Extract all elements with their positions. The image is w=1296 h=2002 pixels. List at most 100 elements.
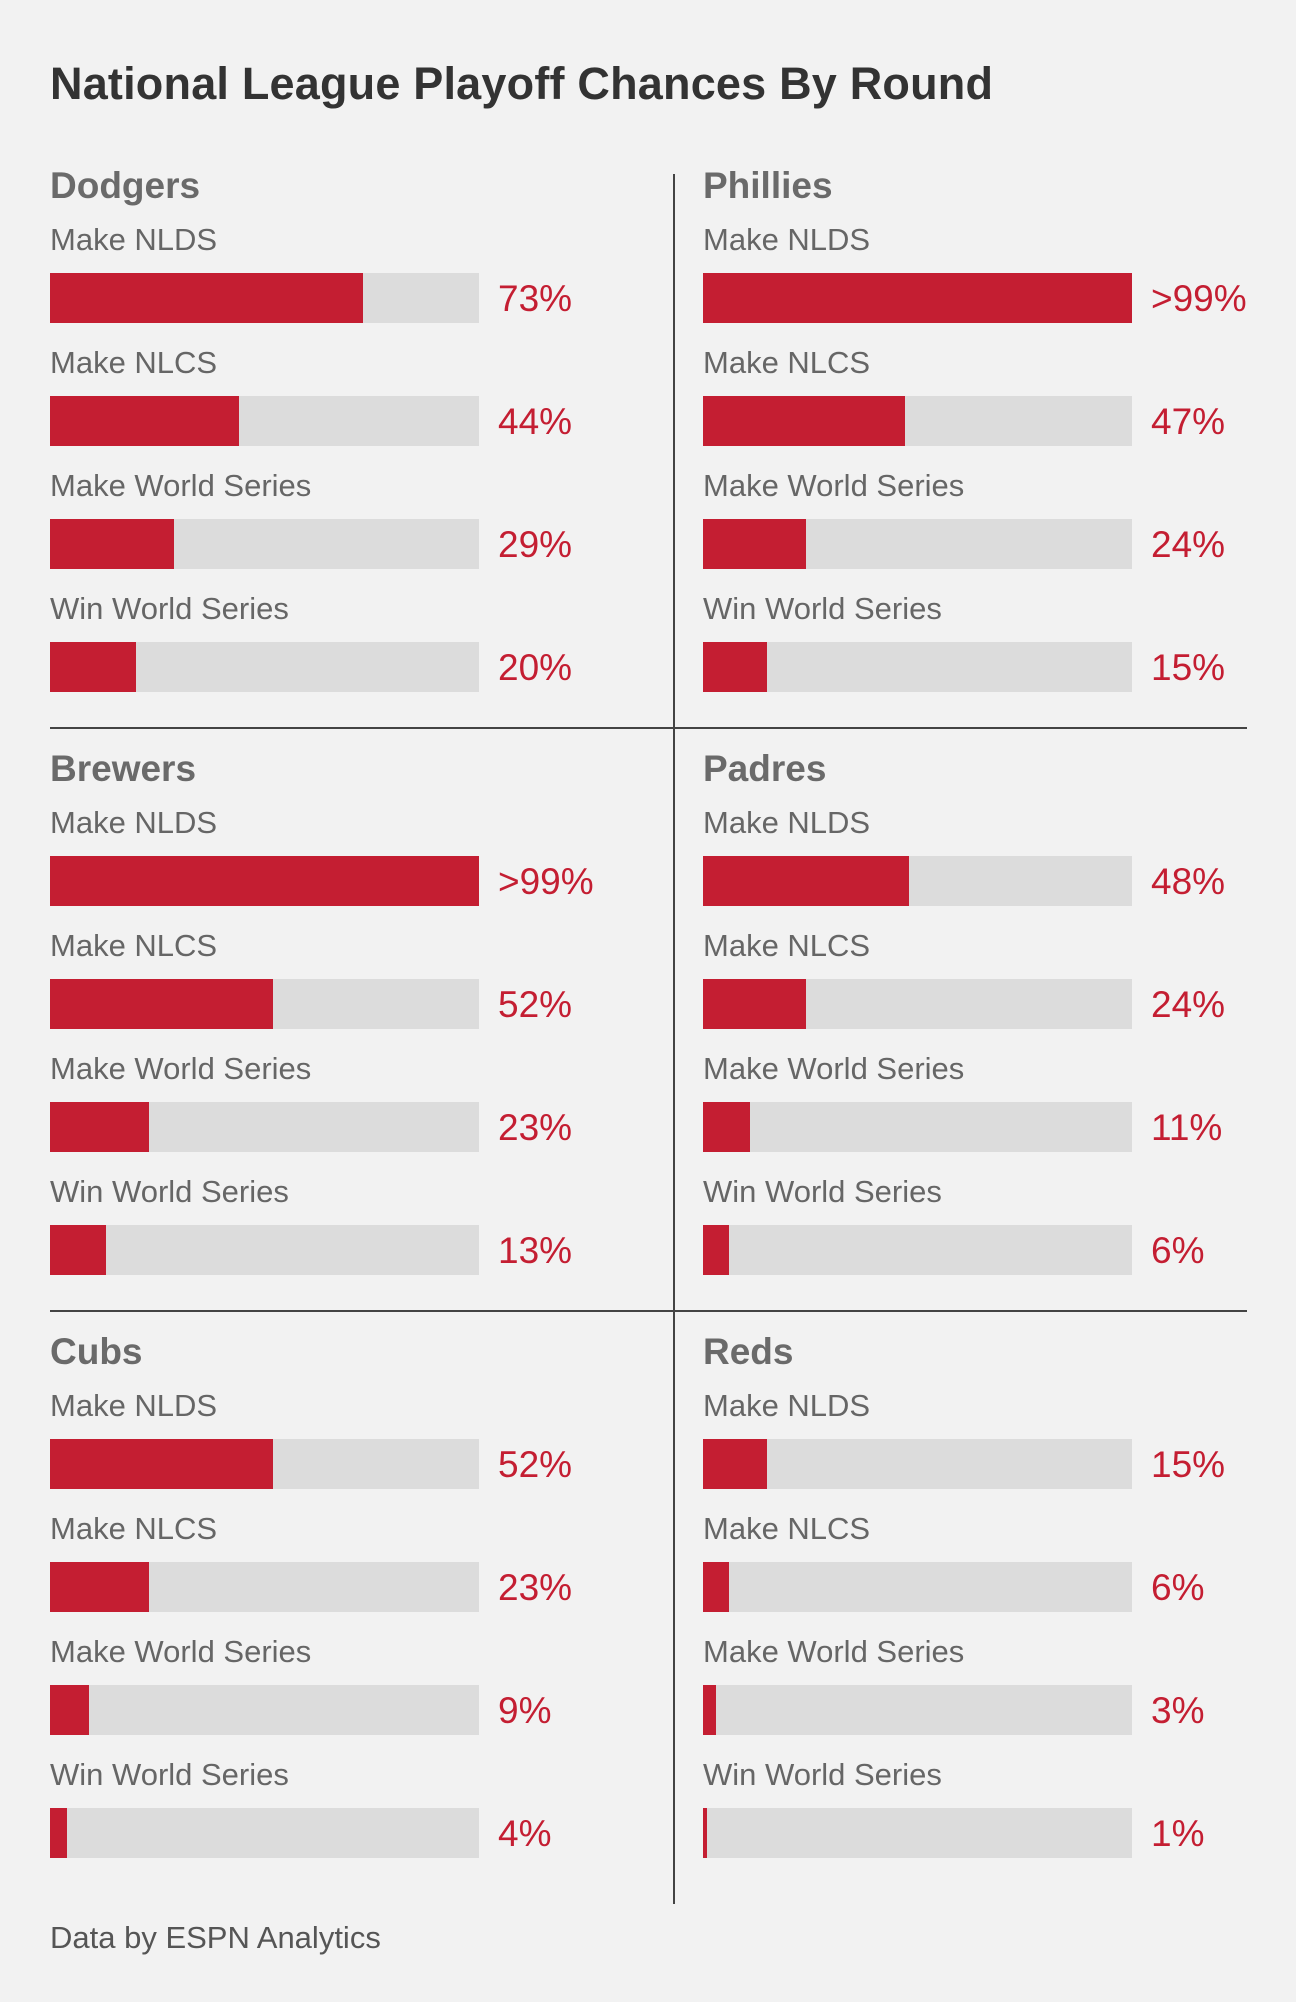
- data-label: 4%: [498, 1813, 552, 1854]
- bar-row: Make NLCS 23%: [50, 1511, 650, 1634]
- team-name: Reds: [703, 1331, 794, 1372]
- team-panel-reds: Reds Make NLDS 15% Make NLCS 6% Make World Se…: [703, 1331, 1296, 1891]
- bar: [50, 1685, 89, 1735]
- round-label: Make NLCS: [703, 1511, 871, 1546]
- round-label: Win World Series: [703, 1174, 942, 1209]
- data-label: 52%: [498, 984, 573, 1025]
- round-label: Win World Series: [50, 1757, 289, 1792]
- bar: [703, 1562, 729, 1612]
- bar-track: [50, 979, 479, 1029]
- round-label: Make World Series: [703, 1051, 965, 1086]
- bar-track: [703, 1225, 1132, 1275]
- round-label: Make NLDS: [703, 222, 871, 257]
- round-label: Win World Series: [50, 591, 289, 626]
- data-label: 47%: [1151, 401, 1226, 442]
- data-label: 20%: [498, 647, 573, 688]
- bar-row: Win World Series 1%: [703, 1757, 1296, 1880]
- source-note: Data by ESPN Analytics: [50, 1920, 381, 1955]
- bar-track: [703, 519, 1132, 569]
- bar-track: [50, 519, 479, 569]
- bar: [703, 1102, 751, 1152]
- bar-row: Make NLDS 15%: [703, 1388, 1296, 1511]
- bar-track: [50, 856, 479, 906]
- round-label: Make World Series: [703, 468, 965, 503]
- bar-track: [703, 642, 1132, 692]
- bar-row: Make NLCS 44%: [50, 345, 650, 468]
- team-name: Phillies: [703, 165, 833, 206]
- bar-track: [703, 1685, 1132, 1735]
- data-label: 44%: [498, 401, 573, 442]
- bar-row: Make NLCS 24%: [703, 928, 1296, 1051]
- data-label: 9%: [498, 1690, 552, 1731]
- data-label: 23%: [498, 1567, 573, 1608]
- data-label: >99%: [1151, 278, 1247, 319]
- bar-track: [703, 979, 1132, 1029]
- bar-row: Make World Series 29%: [50, 468, 650, 591]
- bar-row: Make NLCS 6%: [703, 1511, 1296, 1634]
- data-label: 11%: [1151, 1107, 1223, 1148]
- bar-row: Make NLCS 52%: [50, 928, 650, 1051]
- round-label: Make World Series: [50, 1634, 312, 1669]
- data-label: 29%: [498, 524, 573, 565]
- round-label: Win World Series: [703, 591, 942, 626]
- data-label: 52%: [498, 1444, 573, 1485]
- bar-track: [50, 642, 479, 692]
- bar: [50, 1439, 274, 1489]
- round-label: Make World Series: [50, 1051, 312, 1086]
- bar: [703, 856, 909, 906]
- bar: [50, 519, 175, 569]
- team-panel-brewers: Brewers Make NLDS >99% Make NLCS 52% Make Wor…: [50, 748, 650, 1308]
- team-panel-phillies: Phillies Make NLDS >99% Make NLCS 47% Make Wo…: [703, 165, 1296, 725]
- bar-row: Make NLDS >99%: [50, 805, 650, 928]
- bar: [50, 1562, 149, 1612]
- round-label: Make World Series: [703, 1634, 965, 1669]
- bar-track: [50, 1102, 479, 1152]
- bar: [50, 1102, 149, 1152]
- round-label: Make NLDS: [703, 1388, 871, 1423]
- bar: [50, 856, 479, 906]
- data-label: 15%: [1151, 1444, 1226, 1485]
- round-label: Make NLCS: [703, 928, 871, 963]
- vertical-divider: [673, 174, 675, 1904]
- bar-track: [703, 1102, 1132, 1152]
- bar-row: Make World Series 9%: [50, 1634, 650, 1757]
- data-label: 23%: [498, 1107, 573, 1148]
- bar-track: [703, 273, 1132, 323]
- team-panel-padres: Padres Make NLDS 48% Make NLCS 24% Make World…: [703, 748, 1296, 1308]
- bar: [703, 1808, 708, 1858]
- round-label: Make NLDS: [50, 222, 218, 257]
- horizontal-divider-2: [50, 1310, 1247, 1312]
- bar-track: [50, 396, 479, 446]
- chart-title: National League Playoff Chances By Round: [50, 58, 994, 109]
- bar-row: Make NLDS 73%: [50, 222, 650, 345]
- round-label: Make NLCS: [50, 928, 218, 963]
- round-label: Make World Series: [50, 468, 312, 503]
- data-label: 73%: [498, 278, 573, 319]
- bar: [50, 1225, 106, 1275]
- data-label: 24%: [1151, 984, 1226, 1025]
- data-label: 13%: [498, 1230, 573, 1271]
- round-label: Make NLDS: [703, 805, 871, 840]
- bar-row: Win World Series 15%: [703, 591, 1296, 714]
- bar-track: [50, 1808, 479, 1858]
- bar-row: Make NLCS 47%: [703, 345, 1296, 468]
- bar-track: [703, 1562, 1132, 1612]
- data-label: 48%: [1151, 861, 1226, 902]
- bar-row: Make NLDS 48%: [703, 805, 1296, 928]
- bar-track: [50, 273, 479, 323]
- round-label: Make NLCS: [50, 1511, 218, 1546]
- bar: [703, 1685, 716, 1735]
- round-label: Make NLCS: [703, 345, 871, 380]
- bar: [50, 642, 136, 692]
- data-label: 24%: [1151, 524, 1226, 565]
- bar-track: [50, 1685, 479, 1735]
- bar-row: Make NLDS >99%: [703, 222, 1296, 345]
- bar: [703, 1439, 768, 1489]
- bar-row: Make World Series 24%: [703, 468, 1296, 591]
- bar-track: [703, 1439, 1132, 1489]
- bar: [50, 979, 274, 1029]
- bar: [703, 642, 768, 692]
- bar: [703, 1225, 729, 1275]
- data-label: 15%: [1151, 647, 1226, 688]
- bar-row: Make World Series 11%: [703, 1051, 1296, 1174]
